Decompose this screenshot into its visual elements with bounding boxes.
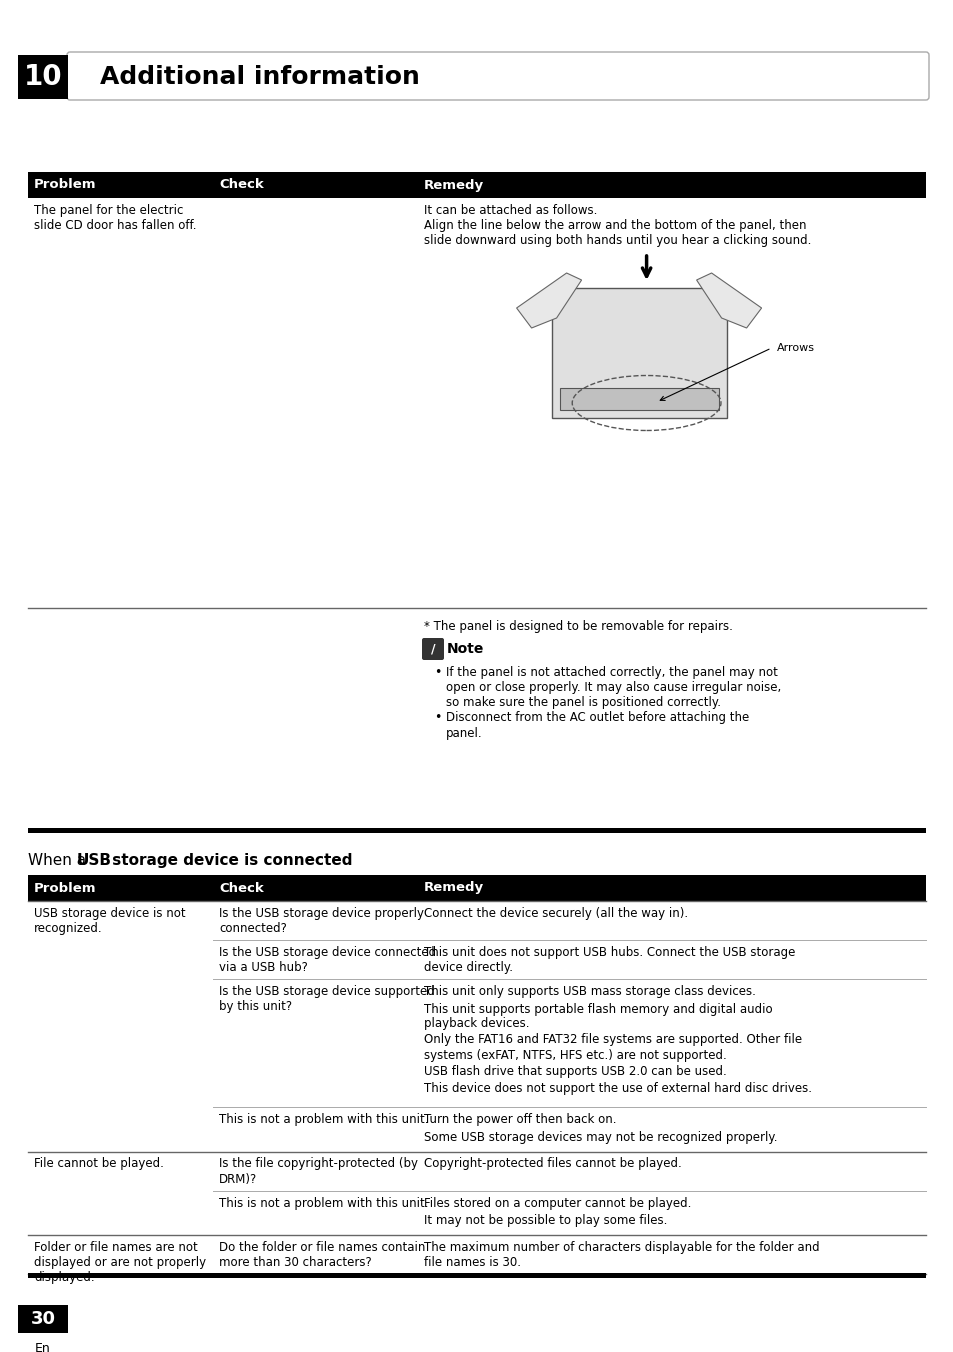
Text: The panel for the electric
slide CD door has fallen off.: The panel for the electric slide CD door… [34,204,196,233]
Text: storage device is connected: storage device is connected [107,853,352,868]
Polygon shape [517,273,581,329]
Bar [551,288,726,418]
Text: This device does not support the use of external hard disc drives.: This device does not support the use of … [423,1082,811,1095]
Text: Check: Check [219,178,263,192]
Text: Is the USB storage device connected
via a USB hub?: Is the USB storage device connected via … [219,946,436,973]
Text: Is the USB storage device properly
connected?: Is the USB storage device properly conne… [219,907,423,936]
Text: Arrows: Arrows [776,343,814,353]
Text: Disconnect from the AC outlet before attaching the
panel.: Disconnect from the AC outlet before att… [446,711,748,740]
Text: Some USB storage devices may not be recognized properly.: Some USB storage devices may not be reco… [423,1130,777,1144]
FancyBboxPatch shape [67,51,928,100]
FancyBboxPatch shape [421,638,443,660]
Text: Do the folder or file names contain
more than 30 characters?: Do the folder or file names contain more… [219,1241,425,1270]
Text: Check: Check [219,882,263,895]
Text: /: / [430,642,435,656]
Text: * The panel is designed to be removable for repairs.: * The panel is designed to be removable … [423,621,732,633]
Text: It can be attached as follows.
Align the line below the arrow and the bottom of : It can be attached as follows. Align the… [423,204,810,247]
Bar [28,1272,925,1278]
Text: USB storage device is not
recognized.: USB storage device is not recognized. [34,907,186,936]
Text: When a: When a [28,853,91,868]
Text: File cannot be played.: File cannot be played. [34,1157,164,1171]
Text: This is not a problem with this unit.: This is not a problem with this unit. [219,1113,428,1126]
Bar [28,875,925,900]
Text: Connect the device securely (all the way in).: Connect the device securely (all the way… [423,907,687,919]
Bar [559,388,718,410]
Text: It may not be possible to play some files.: It may not be possible to play some file… [423,1214,667,1228]
Text: 30: 30 [30,1310,55,1328]
Text: 10: 10 [24,64,62,91]
Text: •: • [434,667,441,679]
Text: Remedy: Remedy [423,882,483,895]
Bar [28,172,925,197]
Text: En: En [35,1343,51,1352]
Text: Additional information: Additional information [100,65,419,89]
Text: Note: Note [447,642,484,656]
Text: Problem: Problem [34,178,96,192]
Polygon shape [696,273,760,329]
Text: Is the USB storage device supported
by this unit?: Is the USB storage device supported by t… [219,986,435,1013]
Bar [28,827,925,833]
Text: Remedy: Remedy [423,178,483,192]
Text: USB: USB [77,853,112,868]
Text: This is not a problem with this unit.: This is not a problem with this unit. [219,1197,428,1210]
Text: Turn the power off then back on.: Turn the power off then back on. [423,1113,616,1126]
Text: Copyright-protected files cannot be played.: Copyright-protected files cannot be play… [423,1157,681,1171]
Text: The maximum number of characters displayable for the folder and
file names is 30: The maximum number of characters display… [423,1241,819,1270]
Text: This unit does not support USB hubs. Connect the USB storage
device directly.: This unit does not support USB hubs. Con… [423,946,795,973]
Text: Problem: Problem [34,882,96,895]
Text: This unit only supports USB mass storage class devices.: This unit only supports USB mass storage… [423,986,755,998]
Text: USB flash drive that supports USB 2.0 can be used.: USB flash drive that supports USB 2.0 ca… [423,1064,726,1078]
Text: Is the file copyright-protected (by
DRM)?: Is the file copyright-protected (by DRM)… [219,1157,417,1186]
Text: If the panel is not attached correctly, the panel may not
open or close properly: If the panel is not attached correctly, … [446,667,781,708]
Text: •: • [434,711,441,725]
Text: Folder or file names are not
displayed or are not properly
displayed.: Folder or file names are not displayed o… [34,1241,206,1284]
Bar [18,55,68,99]
Text: Only the FAT16 and FAT32 file systems are supported. Other file
systems (exFAT, : Only the FAT16 and FAT32 file systems ar… [423,1033,801,1061]
Bar [18,1305,68,1333]
Text: Files stored on a computer cannot be played.: Files stored on a computer cannot be pla… [423,1197,691,1210]
Text: This unit supports portable flash memory and digital audio
playback devices.: This unit supports portable flash memory… [423,1002,772,1030]
